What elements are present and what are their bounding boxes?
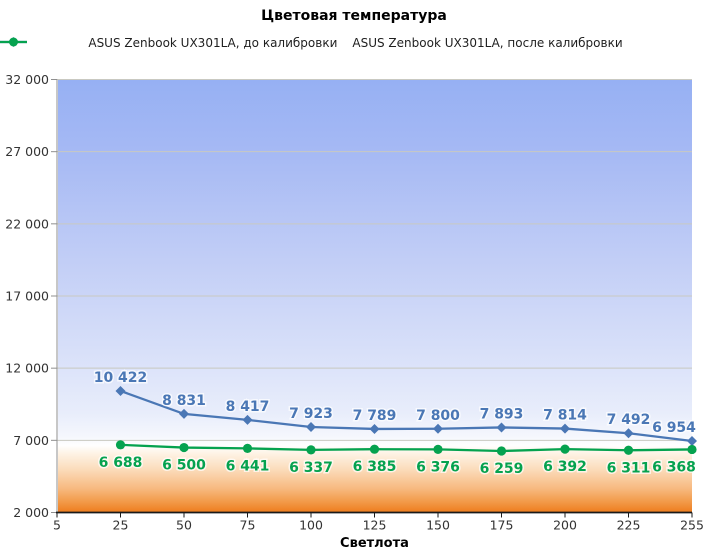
chart-title: Цветовая температура <box>261 8 447 24</box>
data-point-marker <box>496 422 507 433</box>
x-tick-label: 100 <box>299 518 323 533</box>
data-label: 6 500 <box>162 458 206 474</box>
x-tick-label: 255 <box>680 518 704 533</box>
data-label: 8 417 <box>226 399 270 415</box>
data-point-marker <box>687 435 697 446</box>
x-tick-label: 75 <box>240 518 256 533</box>
data-label: 6 954 <box>652 420 696 436</box>
data-label: 6 259 <box>480 461 524 477</box>
y-tick-label: 32 000 <box>5 72 49 87</box>
legend-label-before-calibration: ASUS Zenbook UX301LA, до калибровки <box>88 36 338 50</box>
x-tick-label: 25 <box>113 518 129 533</box>
data-label: 7 814 <box>543 408 587 424</box>
data-label: 6 688 <box>99 455 143 471</box>
x-tick-label: 5 <box>53 518 61 533</box>
data-label: 7 893 <box>480 406 524 422</box>
legend-label-after-calibration: ASUS Zenbook UX301LA, после калибровки <box>352 36 623 50</box>
legend-item-before-calibration: ASUS Zenbook UX301LA, до калибровки <box>0 36 338 50</box>
x-tick-label: 225 <box>617 518 641 533</box>
data-label: 6 376 <box>416 459 460 475</box>
data-point-marker <box>560 444 570 454</box>
series-1-line <box>120 443 693 453</box>
data-point-marker <box>433 423 443 434</box>
legend-item-after-calibration: ASUS Zenbook UX301LA, после калибровки <box>0 36 623 50</box>
data-point-marker <box>179 408 189 419</box>
data-point-marker <box>242 414 253 425</box>
data-label: 6 368 <box>652 459 696 475</box>
data-point-marker <box>369 444 380 454</box>
x-tick-label: 50 <box>176 518 192 533</box>
circle-legend-glyph <box>0 37 27 47</box>
y-tick-label: 2 000 <box>13 505 49 520</box>
data-point-marker <box>687 444 697 455</box>
legend: ASUS Zenbook UX301LA, до калибровки ASUS… <box>0 36 708 50</box>
data-label: 6 311 <box>607 460 651 476</box>
data-point-marker <box>306 445 316 455</box>
x-tick-label: 150 <box>426 518 450 533</box>
y-tick-label: 7 000 <box>13 433 49 448</box>
data-point-marker <box>623 428 634 439</box>
data-point-marker <box>623 445 634 455</box>
data-point-marker <box>433 444 443 454</box>
data-label: 6 441 <box>226 458 270 474</box>
y-tick-label: 27 000 <box>5 144 49 159</box>
data-label: 6 385 <box>353 459 397 475</box>
data-point-marker <box>115 440 126 450</box>
data-label: 7 923 <box>289 406 333 422</box>
data-point-marker <box>496 446 507 456</box>
data-point-marker <box>242 443 253 454</box>
data-point-marker <box>179 442 189 453</box>
x-tick-label: 175 <box>490 518 514 533</box>
data-label: 7 789 <box>353 408 397 424</box>
data-point-marker <box>306 422 316 433</box>
y-tick-label: 12 000 <box>5 361 49 376</box>
x-tick-label: 125 <box>363 518 387 533</box>
y-tick-label: 22 000 <box>5 216 49 231</box>
data-point-marker <box>560 423 570 434</box>
data-label: 7 492 <box>607 412 651 428</box>
x-axis-title: Светлота <box>340 536 409 551</box>
x-tick-label: 200 <box>553 518 577 533</box>
y-tick-label: 17 000 <box>5 289 49 304</box>
data-label: 7 800 <box>416 408 460 424</box>
data-label: 8 831 <box>162 393 206 409</box>
data-point-marker <box>115 385 126 396</box>
series-0-line <box>120 389 693 443</box>
data-label: 6 337 <box>289 460 333 476</box>
data-label: 6 392 <box>543 459 587 475</box>
data-label: 10 422 <box>94 370 148 386</box>
data-point-marker <box>369 423 380 434</box>
